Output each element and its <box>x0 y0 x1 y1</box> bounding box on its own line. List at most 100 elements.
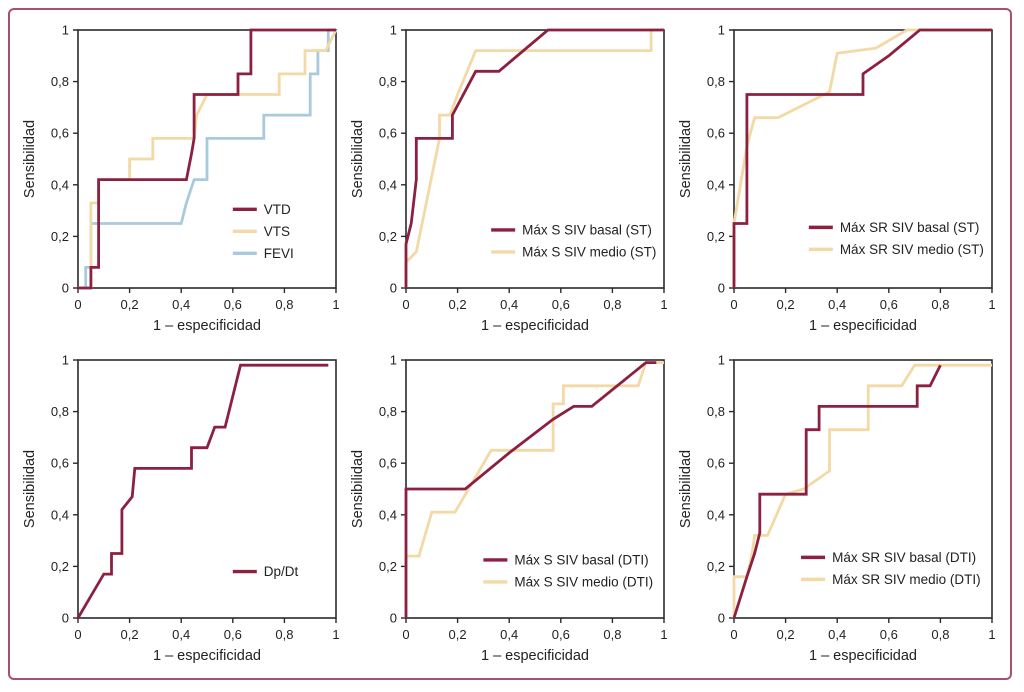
series-vtd <box>78 28 336 290</box>
y-tick-label: 0,2 <box>51 229 69 244</box>
plot-frame <box>733 29 993 289</box>
y-tick-label: 0,4 <box>379 507 397 522</box>
y-tick-label: 0,4 <box>707 177 725 192</box>
y-tick-label: 1 <box>390 353 397 368</box>
x-tick-label: 0,6 <box>224 627 242 642</box>
y-axis-label: Sensibilidad <box>350 450 366 528</box>
x-tick-label: 0,6 <box>224 297 242 312</box>
x-tick-label: 0 <box>74 297 81 312</box>
x-tick-label: 0,6 <box>552 627 570 642</box>
series-m-x-s-siv-medio-st- <box>404 28 664 288</box>
x-tick-label: 0,4 <box>828 627 846 642</box>
roc-panel-4: 0 0 0,2 0,2 0,4 0,4 0,6 0,6 0,8 0,8 1 1 1 – especifi… <box>20 346 348 676</box>
x-tick-label: 0,4 <box>172 297 190 312</box>
x-tick-label: 0,4 <box>172 627 190 642</box>
plot-frame <box>733 359 993 619</box>
x-axis-label: 1 – especificidad <box>153 318 261 334</box>
x-tick-label: 0,8 <box>275 297 293 312</box>
x-tick-label: 1 <box>988 627 995 642</box>
y-tick-label: 0,4 <box>51 177 69 192</box>
y-axis-label: Sensibilidad <box>678 450 694 528</box>
x-tick-label: 0,8 <box>931 297 949 312</box>
x-tick-label: 0,8 <box>603 627 621 642</box>
legend-label: VTD <box>264 202 291 217</box>
y-tick-label: 0 <box>62 281 69 296</box>
x-tick-label: 0,4 <box>500 627 518 642</box>
roc-panel-5: 0 0 0,2 0,2 0,4 0,4 0,6 0,6 0,8 0,8 1 1 1 – especifi… <box>348 346 676 676</box>
legend-label: Máx S SIV basal (DTI) <box>514 552 648 567</box>
y-tick-label: 0,6 <box>707 126 725 141</box>
x-tick-label: 0 <box>730 627 737 642</box>
y-tick-label: 1 <box>62 353 69 368</box>
x-tick-label: 0 <box>402 297 409 312</box>
series-m-x-s-siv-basal-st- <box>404 28 664 288</box>
x-tick-label: 0,2 <box>449 627 467 642</box>
y-tick-label: 0,2 <box>51 559 69 574</box>
series-dp-dt <box>76 363 329 619</box>
y-tick-label: 0,8 <box>51 404 69 419</box>
y-tick-label: 0,8 <box>379 404 397 419</box>
x-tick-label: 0,6 <box>552 297 570 312</box>
y-axis-label: Sensibilidad <box>22 120 38 198</box>
legend-label: FEVI <box>264 246 294 261</box>
x-tick-label: 0 <box>74 627 81 642</box>
y-tick-label: 0,8 <box>707 74 725 89</box>
legend-label: Máx SR SIV basal (ST) <box>840 220 980 235</box>
y-tick-label: 0,2 <box>707 229 725 244</box>
series-m-x-sr-siv-basal-st- <box>732 28 992 288</box>
legend-label: VTS <box>264 224 290 239</box>
y-axis-label: Sensibilidad <box>22 450 38 528</box>
y-axis-label: Sensibilidad <box>678 120 694 198</box>
plot-frame <box>405 29 665 289</box>
roc-max-s-siv-dti: 00 0,2 0,2 0,4 0,4 0,6 0,6 0,8 0,8 1 1 1 – especifi… <box>350 353 668 665</box>
roc-panel-2: 0 0 0,2 0,2 0,4 0,4 0,6 0,6 0,8 0,8 1 1 1 – especifi… <box>348 16 676 346</box>
y-tick-label: 0 <box>62 611 69 626</box>
legend-label: Máx S SIV medio (ST) <box>522 244 656 259</box>
x-axis-label: 1 – especificidad <box>809 648 917 664</box>
x-tick-label: 0,4 <box>828 297 846 312</box>
y-tick-label: 0,6 <box>379 126 397 141</box>
roc-max-sr-siv-dti: 00 0,2 0,2 0,4 0,4 0,6 0,6 0,8 0,8 1 1 1 – especifi… <box>678 353 996 665</box>
y-tick-label: 0 <box>718 281 725 296</box>
y-tick-label: 0,2 <box>379 559 397 574</box>
x-tick-label: 1 <box>332 627 339 642</box>
series-m-x-s-siv-medio-dti- <box>404 361 664 618</box>
roc-vtd-vts-fevi: 00 0,2 0,2 0,4 0,4 0,6 0,6 0,8 0,8 1 1 1 – especifi… <box>22 23 340 335</box>
y-tick-label: 0,2 <box>707 559 725 574</box>
x-axis-label: 1 – especificidad <box>809 318 917 334</box>
y-tick-label: 1 <box>718 353 725 368</box>
x-axis-label: 1 – especificidad <box>481 648 589 664</box>
legend-label: Máx SR SIV medio (DTI) <box>832 572 981 587</box>
y-tick-label: 0,8 <box>707 404 725 419</box>
x-tick-label: 0,8 <box>931 627 949 642</box>
x-axis-label: 1 – especificidad <box>153 648 261 664</box>
x-tick-label: 0 <box>402 627 409 642</box>
legend-label: Máx S SIV medio (DTI) <box>514 574 653 589</box>
roc-max-s-siv-st: 00 0,2 0,2 0,4 0,4 0,6 0,6 0,8 0,8 1 1 1 – especifi… <box>350 23 668 335</box>
roc-panel-1: 0 0 0,2 0,2 0,4 0,4 0,6 0,6 0,8 0,8 1 1 1 – especifi… <box>20 16 348 346</box>
roc-panel-6: 0 0 0,2 0,2 0,4 0,4 0,6 0,6 0,8 0,8 1 1 1 – especifi… <box>676 346 1004 676</box>
x-tick-label: 1 <box>332 297 339 312</box>
y-tick-label: 0,4 <box>51 507 69 522</box>
roc-max-sr-siv-st: 00 0,2 0,2 0,4 0,4 0,6 0,6 0,8 0,8 1 1 1 – especifi… <box>678 23 996 335</box>
legend-label: Máx SR SIV medio (ST) <box>840 242 984 257</box>
plot-frame <box>77 29 337 289</box>
x-tick-label: 1 <box>660 627 667 642</box>
roc-panels-grid: 0 0 0,2 0,2 0,4 0,4 0,6 0,6 0,8 0,8 1 1 1 – especifi… <box>10 10 1010 676</box>
y-tick-label: 0,6 <box>51 126 69 141</box>
x-tick-label: 0,8 <box>275 627 293 642</box>
y-tick-label: 1 <box>390 23 397 38</box>
x-tick-label: 0,2 <box>777 627 795 642</box>
series-m-x-sr-siv-basal-dti- <box>732 364 942 619</box>
y-tick-label: 0,4 <box>707 507 725 522</box>
x-tick-label: 0,4 <box>500 297 518 312</box>
x-tick-label: 1 <box>988 297 995 312</box>
y-tick-label: 0,6 <box>707 456 725 471</box>
x-tick-label: 0,8 <box>603 297 621 312</box>
x-tick-label: 1 <box>660 297 667 312</box>
y-tick-label: 1 <box>62 23 69 38</box>
y-tick-label: 0,8 <box>379 74 397 89</box>
y-tick-label: 0 <box>718 611 725 626</box>
y-tick-label: 0 <box>390 281 397 296</box>
legend-label: Dp/Dt <box>264 564 299 579</box>
